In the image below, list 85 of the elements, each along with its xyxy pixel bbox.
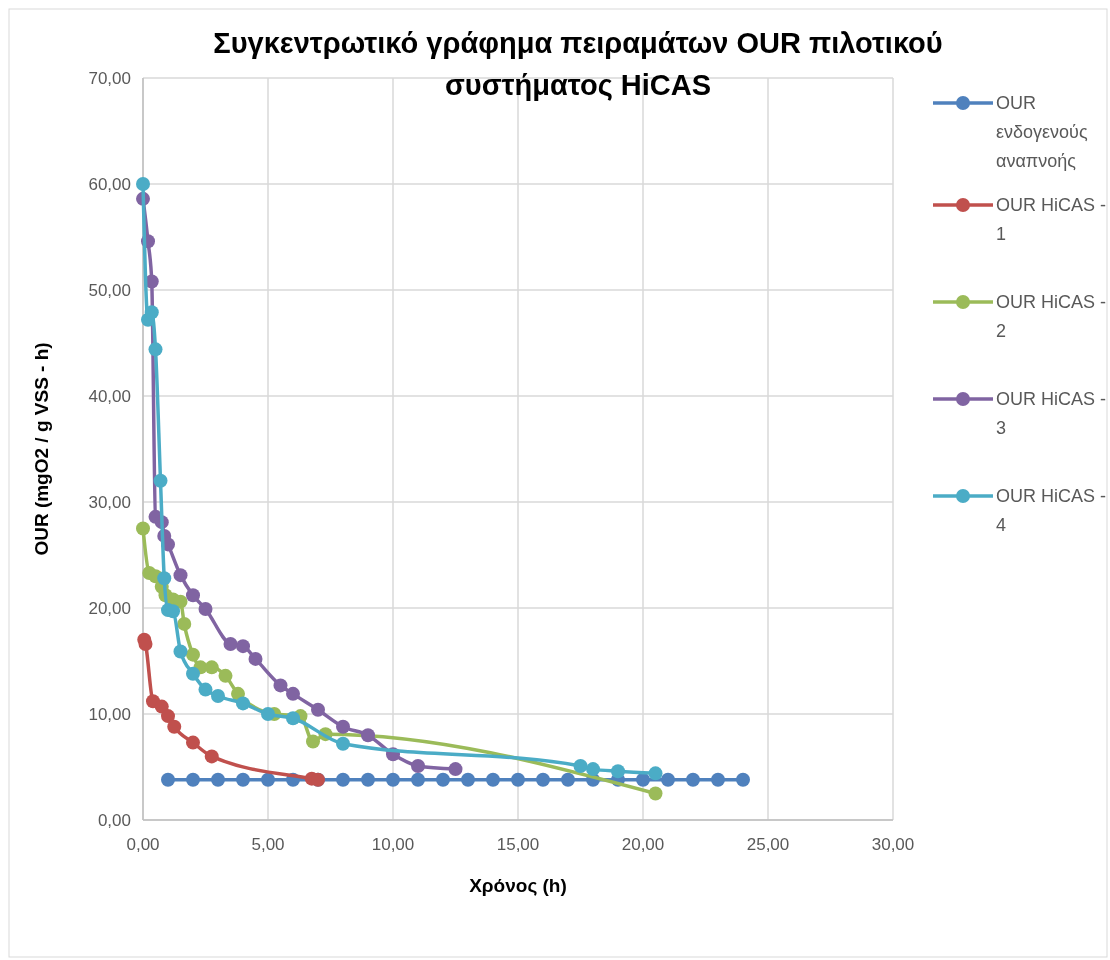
y-tick-label: 70,00 [88, 68, 131, 88]
y-tick-label: 10,00 [88, 704, 131, 724]
x-tick-label: 15,00 [496, 835, 540, 854]
x-tick-label: 10,00 [371, 835, 415, 854]
x-tick-label: 25,00 [746, 835, 790, 854]
point [311, 702, 325, 717]
y-tick-label: 40,00 [88, 386, 131, 406]
point [336, 772, 350, 787]
point [711, 772, 725, 787]
point [386, 772, 400, 787]
point [236, 696, 250, 711]
point [636, 772, 650, 787]
point [273, 678, 288, 693]
y-tick-label: 50,00 [88, 280, 131, 300]
point [198, 602, 213, 617]
point [136, 177, 150, 191]
point [186, 735, 200, 750]
point [661, 772, 675, 787]
point [236, 639, 250, 654]
point [336, 719, 350, 734]
point [261, 772, 275, 787]
point [223, 637, 238, 652]
point [461, 772, 475, 787]
y-tick-label: 0,00 [97, 810, 131, 830]
point [167, 719, 182, 734]
y-tick-label: 20,00 [88, 598, 131, 618]
point [157, 571, 172, 586]
point [173, 568, 188, 583]
x-axis-title: Χρόνος (h) [469, 875, 567, 896]
point [361, 728, 375, 743]
point [648, 766, 663, 781]
point [436, 772, 450, 787]
x-tick-label: 30,00 [871, 835, 915, 854]
point [161, 709, 175, 724]
point [573, 758, 588, 773]
point [286, 686, 300, 701]
point [236, 772, 250, 787]
point [186, 588, 200, 603]
point [336, 736, 350, 751]
point [411, 758, 425, 773]
point [161, 772, 175, 787]
point [136, 521, 150, 536]
point [198, 682, 213, 697]
chart-title: Συγκεντρωτικό γράφημα πειραμάτων OUR πιλοτικού συστήματος HiCAS [213, 27, 943, 101]
point [173, 644, 188, 659]
point [211, 772, 225, 787]
point [166, 604, 180, 619]
point [411, 772, 425, 787]
point [153, 473, 168, 488]
y-axis-title: OUR (mgO2 / g VSS - h) [31, 342, 52, 556]
point [261, 707, 275, 721]
point [286, 711, 300, 726]
legend-label: OUR HiCAS - 3 [996, 389, 1107, 439]
point [177, 616, 192, 631]
point [204, 660, 219, 675]
point [186, 647, 200, 662]
point [686, 772, 700, 787]
y-tick-label: 60,00 [88, 174, 131, 194]
point [186, 772, 200, 787]
point [648, 786, 663, 801]
point [611, 764, 625, 779]
legend-label: OUR HiCAS - 4 [996, 486, 1107, 536]
point [536, 772, 550, 787]
point [736, 772, 750, 787]
point [204, 749, 219, 764]
point [306, 734, 320, 749]
point [144, 305, 159, 320]
point [186, 666, 200, 681]
x-tick-label: 5,00 [251, 835, 285, 854]
point [511, 772, 525, 787]
point [211, 688, 225, 703]
point [448, 762, 463, 777]
point [561, 772, 575, 787]
point [148, 342, 163, 357]
point [218, 668, 233, 683]
point [248, 651, 263, 666]
point [586, 762, 600, 777]
legend-label: OUR HiCAS - 2 [996, 292, 1107, 342]
legend-label: OUR HiCAS - 1 [996, 195, 1107, 245]
x-tick-label: 0,00 [126, 835, 160, 854]
legend-label: OUR ενδογενούς αναπνοής [996, 93, 1088, 172]
point [361, 772, 375, 787]
x-tick-label: 20,00 [621, 835, 665, 854]
y-tick-label: 30,00 [88, 492, 131, 512]
point [486, 772, 500, 787]
